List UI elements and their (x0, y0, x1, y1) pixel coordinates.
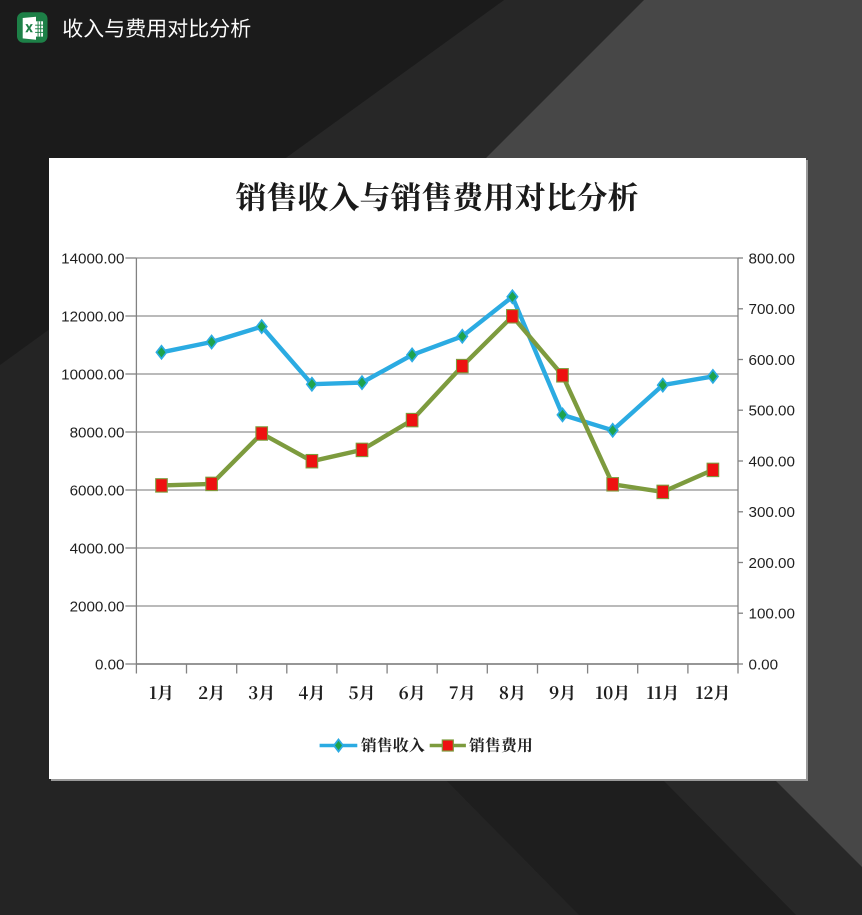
svg-text:200.00: 200.00 (749, 555, 795, 572)
svg-text:0.00: 0.00 (749, 656, 779, 673)
svg-text:500.00: 500.00 (749, 403, 795, 420)
svg-text:700.00: 700.00 (749, 301, 795, 318)
svg-text:6000.00: 6000.00 (70, 482, 125, 499)
svg-text:0.00: 0.00 (95, 656, 125, 673)
svg-text:10000.00: 10000.00 (61, 366, 124, 383)
svg-text:4000.00: 4000.00 (70, 540, 125, 557)
svg-text:14000.00: 14000.00 (61, 250, 124, 267)
svg-text:600.00: 600.00 (749, 352, 795, 369)
svg-text:300.00: 300.00 (749, 504, 795, 521)
svg-text:2000.00: 2000.00 (70, 598, 125, 615)
svg-text:100.00: 100.00 (749, 606, 795, 623)
svg-text:800.00: 800.00 (749, 250, 795, 267)
svg-text:400.00: 400.00 (749, 453, 795, 470)
svg-text:8000.00: 8000.00 (70, 424, 125, 441)
svg-text:12000.00: 12000.00 (61, 308, 124, 325)
